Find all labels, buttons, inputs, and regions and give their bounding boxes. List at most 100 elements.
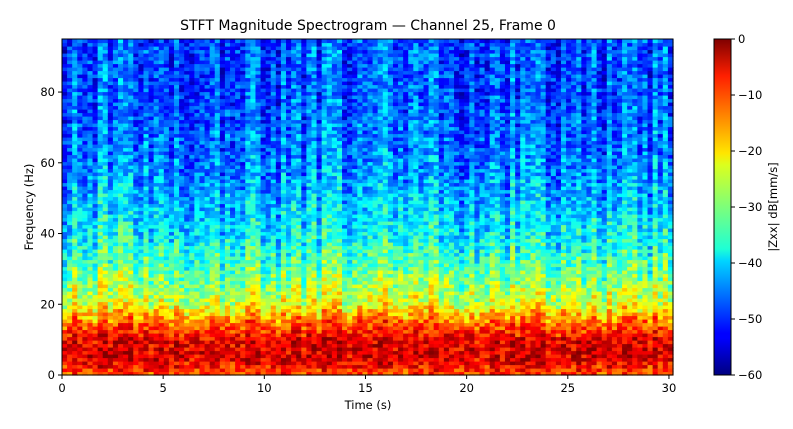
heatmap-cell bbox=[301, 109, 307, 114]
heatmap-cell bbox=[143, 126, 150, 131]
heatmap-cell bbox=[158, 189, 165, 194]
heatmap-cell bbox=[316, 200, 323, 205]
heatmap-cell bbox=[174, 361, 180, 366]
heatmap-cell bbox=[214, 210, 221, 215]
heatmap-cell bbox=[224, 329, 231, 334]
heatmap-cell bbox=[275, 196, 282, 201]
heatmap-cell bbox=[184, 231, 190, 236]
heatmap-cell bbox=[280, 53, 287, 58]
heatmap-cell bbox=[204, 158, 211, 163]
heatmap-cell bbox=[148, 284, 155, 289]
heatmap-cell bbox=[219, 214, 226, 219]
heatmap-cell bbox=[240, 137, 246, 142]
heatmap-cell bbox=[280, 77, 287, 82]
heatmap-cell bbox=[82, 249, 89, 254]
heatmap-cell bbox=[128, 105, 134, 110]
heatmap-cell bbox=[112, 336, 119, 341]
heatmap-cell bbox=[82, 231, 89, 236]
heatmap-cell bbox=[153, 105, 160, 110]
heatmap-cell bbox=[291, 340, 297, 345]
heatmap-cell bbox=[179, 137, 185, 142]
heatmap-cell bbox=[250, 161, 257, 166]
heatmap-cell bbox=[128, 175, 134, 180]
heatmap-cell bbox=[123, 112, 129, 117]
heatmap-cell bbox=[118, 140, 124, 145]
heatmap-cell bbox=[72, 333, 78, 338]
heatmap-cell bbox=[240, 238, 246, 243]
heatmap-cell bbox=[204, 67, 211, 72]
heatmap-cell bbox=[199, 249, 206, 254]
heatmap-cell bbox=[77, 280, 83, 285]
heatmap-cell bbox=[245, 322, 251, 327]
heatmap-cell bbox=[67, 175, 73, 180]
heatmap-cell bbox=[240, 291, 246, 296]
heatmap-cell bbox=[184, 305, 190, 310]
heatmap-cell bbox=[240, 263, 246, 268]
heatmap-cell bbox=[230, 319, 236, 324]
heatmap-cell bbox=[179, 333, 185, 338]
heatmap-cell bbox=[194, 361, 201, 366]
heatmap-cell bbox=[87, 371, 94, 376]
heatmap-cell bbox=[143, 340, 150, 345]
heatmap-cell bbox=[97, 154, 104, 159]
heatmap-cell bbox=[153, 364, 160, 369]
heatmap-cell bbox=[87, 112, 94, 117]
heatmap-cell bbox=[194, 74, 201, 79]
heatmap-cell bbox=[163, 322, 170, 327]
heatmap-cell bbox=[199, 319, 206, 324]
heatmap-cell bbox=[189, 294, 195, 299]
heatmap-cell bbox=[316, 133, 323, 138]
heatmap-cell bbox=[67, 249, 73, 254]
heatmap-cell bbox=[133, 238, 139, 243]
heatmap-cell bbox=[224, 350, 231, 355]
heatmap-cell bbox=[67, 270, 73, 275]
heatmap-cell bbox=[87, 168, 94, 173]
heatmap-cell bbox=[311, 151, 318, 156]
heatmap-cell bbox=[270, 333, 277, 338]
heatmap-cell bbox=[158, 210, 165, 215]
heatmap-cell bbox=[291, 70, 297, 75]
heatmap-cell bbox=[102, 172, 109, 177]
heatmap-cell bbox=[102, 189, 109, 194]
heatmap-cell bbox=[199, 196, 206, 201]
heatmap-cell bbox=[280, 140, 287, 145]
heatmap-cell bbox=[199, 39, 206, 44]
heatmap-cell bbox=[189, 256, 195, 261]
heatmap-cell bbox=[77, 95, 83, 100]
heatmap-cell bbox=[219, 298, 226, 303]
heatmap-cell bbox=[107, 126, 114, 131]
heatmap-cell bbox=[265, 81, 272, 86]
heatmap-cell bbox=[214, 305, 221, 310]
heatmap-cell bbox=[245, 140, 251, 145]
heatmap-cell bbox=[153, 235, 160, 240]
heatmap-cell bbox=[102, 77, 109, 82]
heatmap-cell bbox=[209, 165, 216, 170]
heatmap-cell bbox=[250, 165, 257, 170]
heatmap-cell bbox=[219, 333, 226, 338]
heatmap-cell bbox=[97, 147, 104, 152]
heatmap-cell bbox=[138, 357, 145, 362]
heatmap-cell bbox=[107, 102, 114, 107]
heatmap-cell bbox=[270, 193, 277, 198]
heatmap-cell bbox=[123, 238, 129, 243]
heatmap-cell bbox=[158, 245, 165, 250]
heatmap-cell bbox=[245, 221, 251, 226]
heatmap-cell bbox=[255, 53, 262, 58]
heatmap-cell bbox=[148, 350, 155, 355]
heatmap-cell bbox=[265, 200, 272, 205]
heatmap-cell bbox=[77, 228, 83, 233]
heatmap-cell bbox=[321, 224, 328, 229]
heatmap-cell bbox=[153, 231, 160, 236]
heatmap-cell bbox=[168, 364, 175, 369]
heatmap-cell bbox=[306, 63, 313, 68]
heatmap-cell bbox=[118, 371, 124, 376]
heatmap-cell bbox=[72, 210, 78, 215]
heatmap-cell bbox=[230, 193, 236, 198]
heatmap-cell bbox=[148, 291, 155, 296]
heatmap-cell bbox=[199, 245, 206, 250]
heatmap-cell bbox=[148, 196, 155, 201]
heatmap-cell bbox=[163, 221, 170, 226]
heatmap-cell bbox=[194, 270, 201, 275]
heatmap-cell bbox=[189, 161, 195, 166]
heatmap-cell bbox=[67, 252, 73, 257]
